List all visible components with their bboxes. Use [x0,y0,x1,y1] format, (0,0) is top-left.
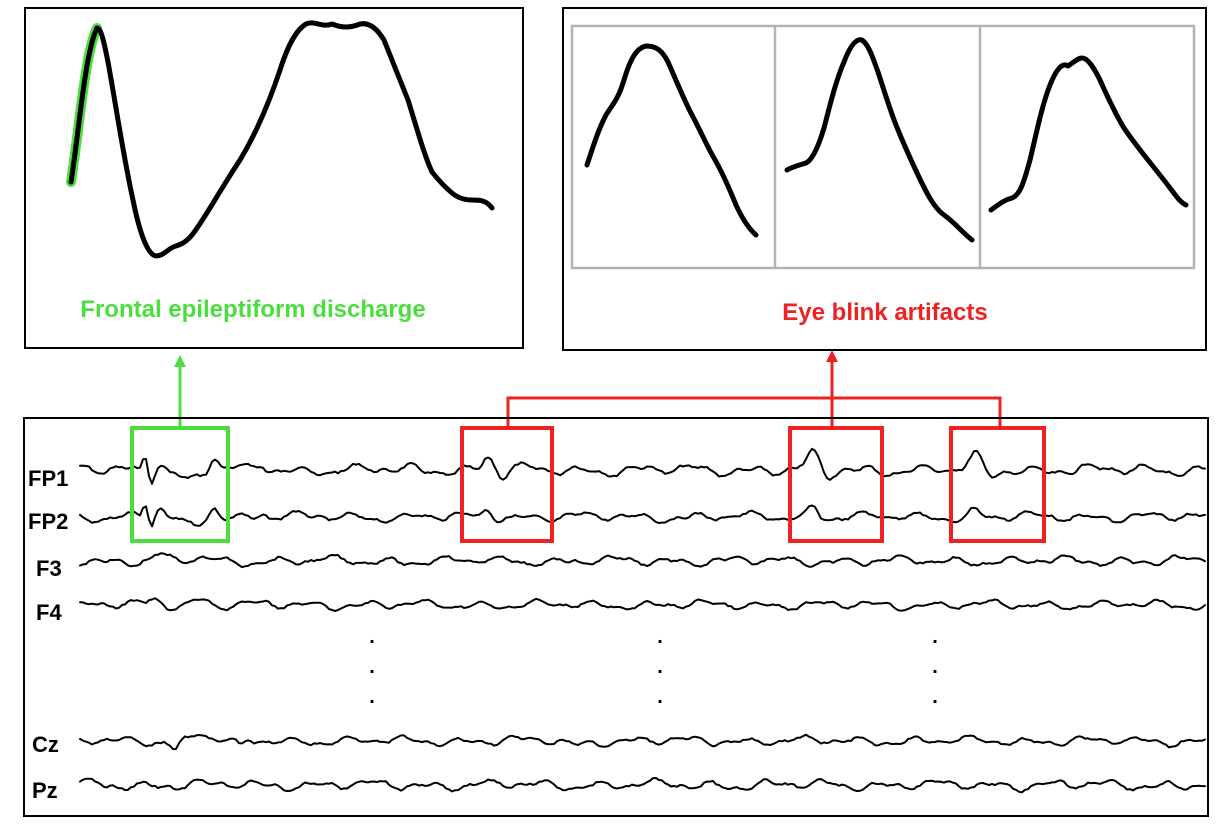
blink-highlight-box-2 [788,426,884,543]
trace-f4 [79,597,1206,612]
channel-label-f3: F3 [36,556,62,581]
ellipsis-column-2: . . . [657,626,663,708]
blink-highlight-box-1 [460,426,554,543]
discharge-caption: Frontal epileptiform discharge [80,296,425,323]
artifact-arrow-head [826,350,838,362]
artifact-subpanel-frame [570,24,1196,270]
trace-fp2 [79,504,1206,528]
discharge-arrow-head [174,355,186,367]
channel-label-fp1: FP1 [28,466,68,491]
eeg-main-frame [23,417,1209,817]
ellipsis-column-3: . . . [932,626,938,708]
artifact-caption: Eye blink artifacts [782,299,987,326]
discharge-waveform [68,20,495,259]
artifact-bracket-line [506,396,1002,428]
discharge-highlight-box [130,426,230,543]
trace-f3 [79,552,1206,569]
discharge-panel: Frontal epileptiform discharge [24,7,524,349]
channel-label-fp2: FP2 [28,509,68,534]
ellipsis-column-1: . . . [369,626,375,708]
ellipsis-dot: . [657,656,663,678]
trace-pz [79,777,1206,794]
ellipsis-dot: . [932,686,938,708]
eeg-main-panel: FP1 FP2 F3 F4 Cz Pz . . . . . . . . . [23,417,1209,817]
artifact-panel: Eye blink artifacts [562,7,1207,351]
eeg-traces [79,447,1206,794]
ellipsis-dot: . [369,626,375,648]
blink-waveform-1 [584,43,759,238]
blink-waveform-3 [988,55,1189,213]
ellipsis-dot: . [932,656,938,678]
ellipsis-dot: . [657,686,663,708]
ellipsis-dot: . [657,626,663,648]
channel-label-cz: Cz [32,732,59,757]
artifact-connector [506,350,1002,428]
ellipsis-dot: . [369,686,375,708]
ellipsis-dot: . [369,656,375,678]
channel-label-pz: Pz [32,778,58,803]
trace-cz [79,733,1206,751]
blink-highlight-box-3 [949,426,1046,543]
trace-fp1 [79,447,1206,485]
ellipsis-dot: . [932,626,938,648]
blink-waveform-2 [784,37,975,243]
channel-label-f4: F4 [36,600,62,625]
